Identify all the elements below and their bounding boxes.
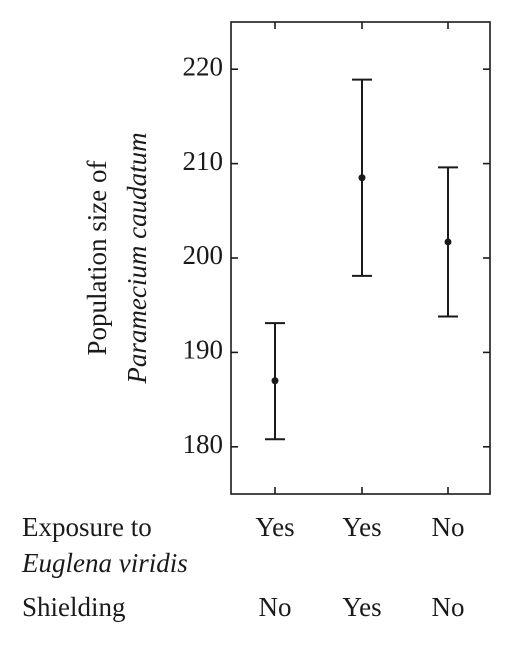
y-tick-label: 220 [183,51,224,81]
y-tick-label: 200 [183,240,224,270]
y-tick-label: 190 [183,335,224,365]
row-label: Shielding [22,592,126,622]
row-label: Euglena viridis [21,548,188,578]
plot-frame [230,21,491,495]
row-value: No [432,592,465,622]
y-label-line: Population size of [82,161,112,356]
y-tick-label: 210 [183,146,224,176]
row-value: No [259,592,292,622]
row-value: No [432,512,465,542]
point [444,238,452,246]
row-value: Yes [342,592,381,622]
y-tick-label: 180 [183,429,224,459]
row-value: Yes [255,512,294,542]
row-value: Yes [342,512,381,542]
point [358,174,366,182]
y-label-line: Paramecium caudatum [122,132,152,384]
point [271,377,279,385]
row-label: Exposure to [22,512,152,542]
y-axis-label: Population size of Paramecium caudatum [82,132,152,384]
